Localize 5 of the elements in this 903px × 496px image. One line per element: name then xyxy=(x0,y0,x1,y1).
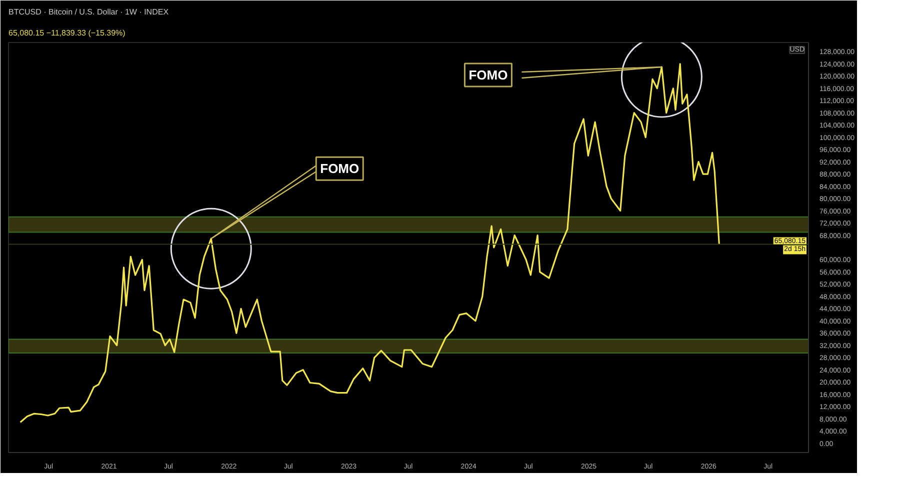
chart-title: BTCUSD · Bitcoin / U.S. Dollar · 1W · INDEX xyxy=(8,8,170,16)
line-series xyxy=(20,63,720,424)
annotation: FOMO xyxy=(320,161,360,176)
annotation: FOMO xyxy=(468,67,508,82)
chart-subtitle: 65,080.15 −11,839.33 (−15.39%) xyxy=(8,28,126,38)
